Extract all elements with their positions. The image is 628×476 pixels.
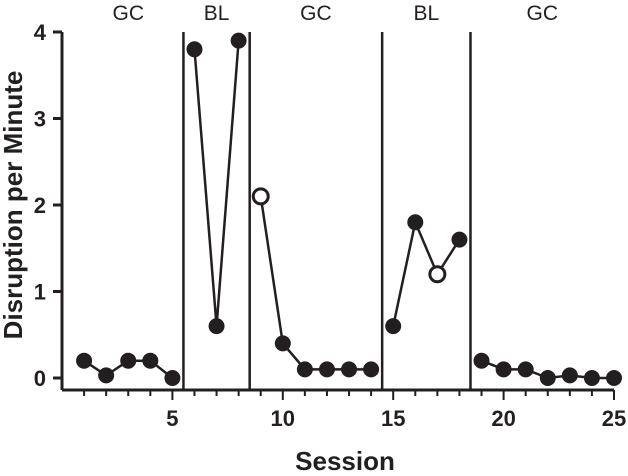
data-point	[451, 231, 468, 248]
data-point	[385, 318, 402, 335]
data-point-open	[428, 265, 447, 284]
phase-label: GC	[300, 2, 332, 25]
data-point	[120, 352, 137, 369]
y-tick-label: 1	[34, 280, 46, 305]
data-point	[517, 361, 534, 378]
data-point	[561, 367, 578, 384]
x-tick-label: 10	[271, 406, 295, 431]
data-point	[208, 318, 225, 335]
point-layer	[76, 32, 622, 386]
y-axis-title: Disruption per Minute	[0, 71, 28, 340]
data-point	[274, 335, 291, 352]
x-tick-label: 15	[381, 406, 405, 431]
data-point	[76, 352, 93, 369]
y-tick-label: 3	[34, 107, 46, 132]
y-tick-label: 4	[34, 20, 47, 45]
phase-layer: GC BL GC BL GC	[112, 2, 558, 390]
data-point	[98, 367, 115, 384]
data-point	[296, 361, 313, 378]
phase-label: GC	[112, 2, 144, 25]
data-point-open	[251, 187, 270, 206]
data-point	[407, 214, 424, 231]
phase-label: BL	[413, 2, 439, 25]
data-point	[606, 370, 622, 386]
data-point	[164, 370, 181, 386]
data-point	[142, 352, 159, 369]
phase-label: GC	[526, 2, 558, 25]
data-point	[230, 32, 247, 49]
axes-layer: 0 1 2 3 4 5 10 15 20 25	[34, 20, 626, 431]
x-tick-label: 20	[491, 406, 515, 431]
x-tick-label: 25	[602, 406, 626, 431]
series-line-segment	[193, 40, 240, 327]
y-tick-label: 0	[34, 366, 46, 391]
series-line-segment	[391, 218, 461, 327]
data-point	[495, 361, 512, 378]
data-point	[186, 41, 203, 58]
data-point	[341, 361, 358, 378]
y-tick-label: 2	[34, 193, 46, 218]
x-tick-label: 5	[166, 406, 178, 431]
data-point	[363, 361, 380, 378]
data-point	[318, 361, 335, 378]
data-point	[473, 352, 490, 369]
data-point	[539, 370, 556, 386]
data-point	[583, 370, 600, 386]
x-axis-title: Session	[295, 446, 395, 476]
phase-label: BL	[204, 2, 230, 25]
line-layer	[83, 40, 614, 380]
